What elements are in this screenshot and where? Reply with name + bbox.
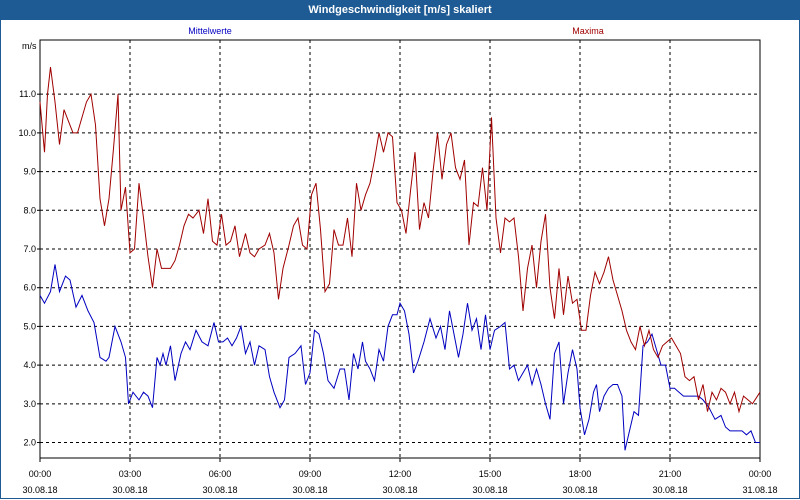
- y-axis-label: m/s: [22, 41, 37, 51]
- x-tick-time-label: 00:00: [29, 469, 52, 479]
- y-axis: 2.0 3.0 4.0 5.0 6.0 7.0 8.0 9.0 10.0 11.0: [18, 89, 40, 448]
- x-tick-date-label: 30.08.18: [472, 485, 507, 495]
- y-tick-label: 7.0: [23, 244, 36, 254]
- x-tick-time-label: 12:00: [389, 469, 412, 479]
- chart-title-bar: Windgeschwindigkeit [m/s] skaliert: [0, 0, 800, 20]
- x-tick-time-label: 15:00: [479, 469, 502, 479]
- x-tick-date-label: 30.08.18: [112, 485, 147, 495]
- y-tick-label: 3.0: [23, 399, 36, 409]
- x-tick-date-label: 30.08.18: [652, 485, 687, 495]
- y-tick-label: 8.0: [23, 205, 36, 215]
- x-tick-date-label: 30.08.18: [382, 485, 417, 495]
- series-line-mittelwerte: [39, 264, 760, 451]
- x-tick-date-label: 31.08.18: [742, 485, 777, 495]
- x-tick-time-label: 09:00: [299, 469, 322, 479]
- x-tick-date-label: 30.08.18: [202, 485, 237, 495]
- y-tick-label: 6.0: [23, 283, 36, 293]
- x-tick-date-label: 30.08.18: [562, 485, 597, 495]
- y-tick-label: 2.0: [23, 438, 36, 448]
- y-tick-label: 5.0: [23, 321, 36, 331]
- x-tick-time-label: 03:00: [119, 469, 142, 479]
- y-tick-label: 11.0: [19, 89, 36, 99]
- x-axis: 00:00 30.08.18 03:00 30.08.18 06:00 30.08.18 0…: [22, 458, 778, 495]
- series-lines: [39, 67, 761, 451]
- y-tick-label: 10.0: [18, 128, 36, 138]
- x-tick-time-label: 21:00: [659, 469, 682, 479]
- x-tick-date-label: 30.08.18: [292, 485, 327, 495]
- x-tick-time-label: 06:00: [209, 469, 232, 479]
- legend-label-mittelwerte: Mittelwerte: [188, 26, 232, 36]
- legend-label-maxima: Maxima: [572, 26, 604, 36]
- x-tick-time-label: 18:00: [569, 469, 592, 479]
- x-tick-date-label: 30.08.18: [22, 485, 57, 495]
- series-line-maxima: [39, 67, 761, 414]
- legend: Mittelwerte Maxima: [188, 26, 604, 36]
- y-tick-label: 4.0: [23, 360, 36, 370]
- x-tick-time-label: 00:00: [749, 469, 772, 479]
- y-tick-label: 9.0: [23, 167, 36, 177]
